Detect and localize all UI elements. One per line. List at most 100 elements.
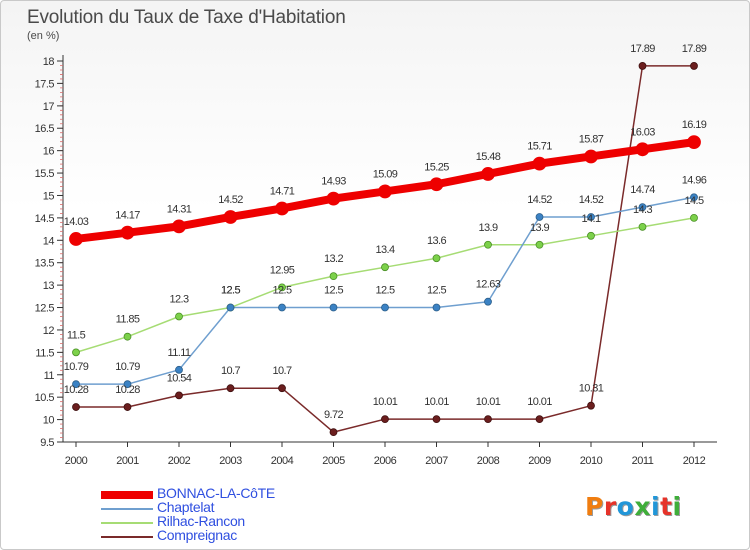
data-point	[484, 297, 492, 306]
data-point	[278, 384, 286, 393]
data-point	[381, 263, 389, 272]
data-label: 10.79	[64, 361, 89, 373]
data-point	[329, 428, 338, 437]
data-point	[381, 415, 389, 424]
y-tick-label: 10	[43, 415, 55, 427]
data-point	[587, 231, 595, 240]
data-point	[226, 303, 235, 312]
x-tick-label: 2004	[271, 455, 294, 467]
data-point	[226, 384, 235, 393]
y-tick-label: 9.5	[40, 437, 54, 449]
data-point	[329, 272, 338, 281]
x-tick-label: 2010	[580, 455, 603, 467]
data-point	[535, 213, 544, 221]
data-point	[432, 303, 441, 312]
chart-title: Evolution du Taux de Taxe d'Habitation	[27, 7, 346, 28]
data-label: 10.28	[115, 384, 140, 396]
data-label: 17.89	[630, 43, 655, 55]
logo-letter: r	[603, 492, 617, 521]
data-label: 14.52	[218, 194, 243, 206]
logo-letter: o	[616, 492, 635, 521]
data-label: 10.79	[115, 361, 140, 373]
data-point	[638, 203, 647, 212]
data-point	[175, 365, 183, 374]
data-label: 10.01	[527, 396, 552, 408]
data-point	[326, 191, 341, 206]
logo-letter: i	[672, 492, 682, 521]
y-tick-label: 10.5	[35, 392, 55, 404]
x-tick-label: 2001	[116, 455, 139, 467]
x-tick-label: 2000	[65, 455, 88, 467]
x-tick-label: 2007	[425, 455, 448, 467]
data-point	[278, 283, 286, 292]
data-point	[123, 332, 132, 341]
data-label: 12.5	[221, 285, 240, 297]
data-label: 14.31	[167, 203, 192, 215]
data-point	[69, 232, 83, 246]
data-point	[175, 312, 183, 321]
data-point	[638, 222, 647, 231]
y-tick-label: 17	[43, 101, 55, 113]
logo-letter: t	[660, 492, 673, 521]
data-point	[381, 303, 389, 312]
legend-label: Compreignac	[157, 527, 237, 543]
x-tick-label: 2012	[683, 455, 706, 467]
x-tick-label: 2002	[168, 455, 191, 467]
data-label: 14.74	[630, 184, 655, 196]
y-tick-label: 14	[43, 235, 55, 247]
data-label: 17.89	[682, 43, 707, 55]
y-tick-label: 16.5	[35, 123, 55, 135]
data-label: 12.5	[375, 285, 394, 297]
data-point	[484, 240, 492, 249]
data-label: 13.9	[478, 222, 497, 234]
data-label: 14.52	[527, 194, 552, 206]
y-tick-label: 12	[43, 325, 55, 337]
data-point	[429, 177, 444, 192]
legend-swatch	[101, 522, 153, 524]
data-label: 10.01	[373, 396, 398, 408]
unit-label: (en %)	[27, 30, 60, 42]
data-label: 13.2	[324, 253, 343, 265]
y-tick-label: 17.5	[35, 78, 55, 90]
data-label: 10.28	[64, 384, 89, 396]
data-label: 12.95	[270, 264, 295, 276]
data-label: 14.96	[682, 174, 707, 186]
x-tick-label: 2011	[632, 455, 654, 467]
data-label: 16.03	[630, 126, 655, 138]
data-label: 10.01	[424, 396, 449, 408]
data-label: 14.71	[270, 185, 295, 197]
data-label: 14.93	[321, 176, 346, 188]
data-label: 11.5	[67, 329, 86, 341]
data-label: 12.63	[476, 279, 501, 291]
data-label: 13.4	[375, 244, 394, 256]
data-label: 12.5	[221, 285, 240, 297]
x-tick-label: 2005	[322, 455, 345, 467]
data-label: 11.11	[168, 347, 191, 359]
y-tick-label: 11.5	[35, 347, 54, 359]
legend-swatch	[101, 508, 153, 510]
data-point	[584, 149, 598, 164]
data-label: 15.87	[579, 133, 604, 145]
data-point	[72, 403, 80, 411]
data-point	[635, 142, 650, 157]
data-label: 10.01	[476, 396, 501, 408]
data-label: 10.7	[272, 365, 291, 377]
data-point	[484, 415, 492, 424]
legend-label: BONNAC-LA-CôTE	[157, 485, 275, 501]
logo-letter: P	[585, 492, 604, 521]
data-label: 12.5	[272, 285, 291, 297]
data-label: 15.25	[424, 161, 449, 173]
data-point	[687, 135, 701, 150]
data-point	[690, 193, 698, 202]
data-label: 10.31	[579, 383, 604, 395]
data-labels: 14.03 14.17 14.31 14.52 14.71 14.93 15.09 15.25…	[64, 43, 708, 421]
logo-letter: x	[634, 492, 651, 521]
data-point	[123, 380, 132, 389]
data-label: 14.03	[64, 216, 89, 228]
data-label: 14.17	[115, 210, 140, 222]
y-tick-label: 15	[43, 190, 55, 202]
data-point	[329, 303, 338, 312]
y-tick-label: 18	[43, 56, 55, 68]
y-tick-label: 13	[43, 280, 55, 292]
